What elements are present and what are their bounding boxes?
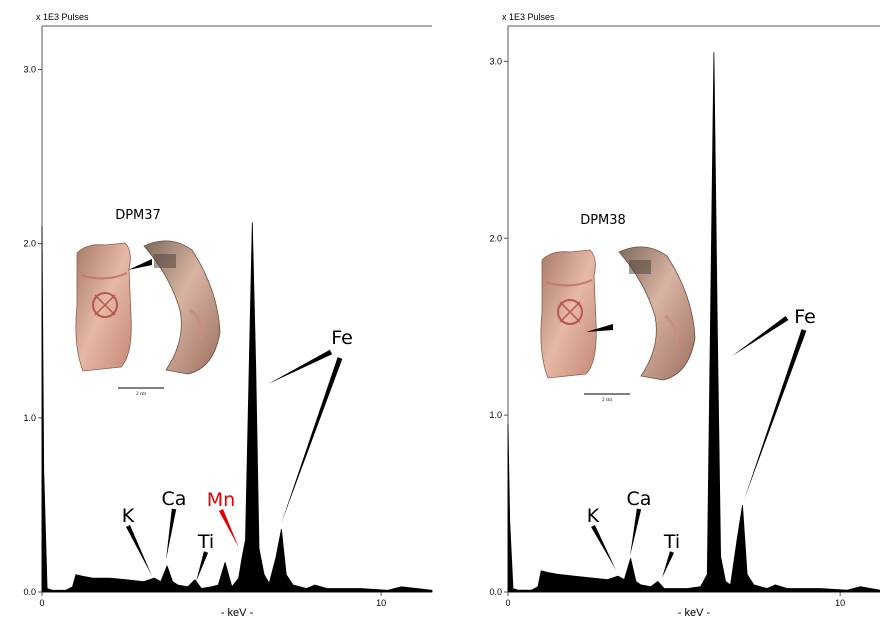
spectrum-panel-dpm37: x 1E3 Pulses 0.0 1.0 2.0 3.0 0 10 - keV - DPM37 2… [23,12,433,618]
y-tick-label: 1.0 [489,410,502,420]
element-pointer-k [591,524,616,570]
element-pointer-k [126,525,152,576]
x-axis-label: - keV - [221,607,254,618]
x-tick-label: 10 [376,598,386,608]
fragment-photo-side [618,246,696,381]
spectrum-chart-dpm37: x 1E3 Pulses 0.0 1.0 2.0 3.0 0 10 - keV - DPM37 2… [23,12,433,618]
element-label-k: K [122,505,135,527]
fragment-photo-front [75,242,132,372]
element-label-k: K [587,505,600,527]
y-unit-label: x 1E3 Pulses [502,12,555,22]
x-tick-label: 0 [505,598,510,608]
fragment-photo-side [143,240,221,375]
fragment-photo-front [540,249,597,379]
element-label-fe: Fe [331,327,353,349]
element-label-ca: Ca [162,488,187,510]
element-label-ti: Ti [663,531,680,553]
x-axis-label: - keV - [678,607,711,618]
element-pointer-fe [281,357,343,524]
sample-label: DPM37 [115,208,161,223]
inset-pointer-arrow [586,324,613,332]
element-pointer-ti [196,551,209,582]
spectrum-chart-dpm38: x 1E3 Pulses 0.0 1.0 2.0 3.0 0 10 - keV - DPM38 2… [489,12,880,618]
element-pointer-fe [744,329,807,500]
element-label-ti: Ti [197,531,214,553]
x-tick-label: 10 [835,598,845,608]
scale-bar-label: 2 cm [602,398,612,403]
sample-label: DPM38 [580,213,626,228]
element-pointer-ca [166,508,177,560]
spectrum-series [41,222,433,593]
spectrum-series [507,52,880,593]
element-pointer-ca [630,508,642,556]
x-tick-label: 0 [39,598,44,608]
element-pointer-mn [219,509,239,548]
y-tick-label: 1.0 [23,413,36,423]
element-label-fe: Fe [794,306,816,328]
inset-pointer-arrow [128,259,152,270]
scale-bar-label: 2 cm [136,392,146,397]
element-pointer-fe [732,315,789,356]
y-tick-label: 2.0 [489,233,502,243]
element-pointer-fe [268,349,333,384]
y-tick-label: 2.0 [23,239,36,249]
y-unit-label: x 1E3 Pulses [36,12,89,22]
y-tick-label: 0.0 [489,587,502,597]
y-tick-label: 3.0 [489,56,502,66]
element-pointer-ti [662,551,675,578]
element-label-ca: Ca [627,488,652,510]
y-tick-label: 0.0 [23,587,36,597]
element-label-mn: Mn [207,489,235,511]
spectrum-panel-dpm38: x 1E3 Pulses 0.0 1.0 2.0 3.0 0 10 - keV - DPM38 2… [468,0,880,618]
y-tick-label: 3.0 [23,65,36,75]
